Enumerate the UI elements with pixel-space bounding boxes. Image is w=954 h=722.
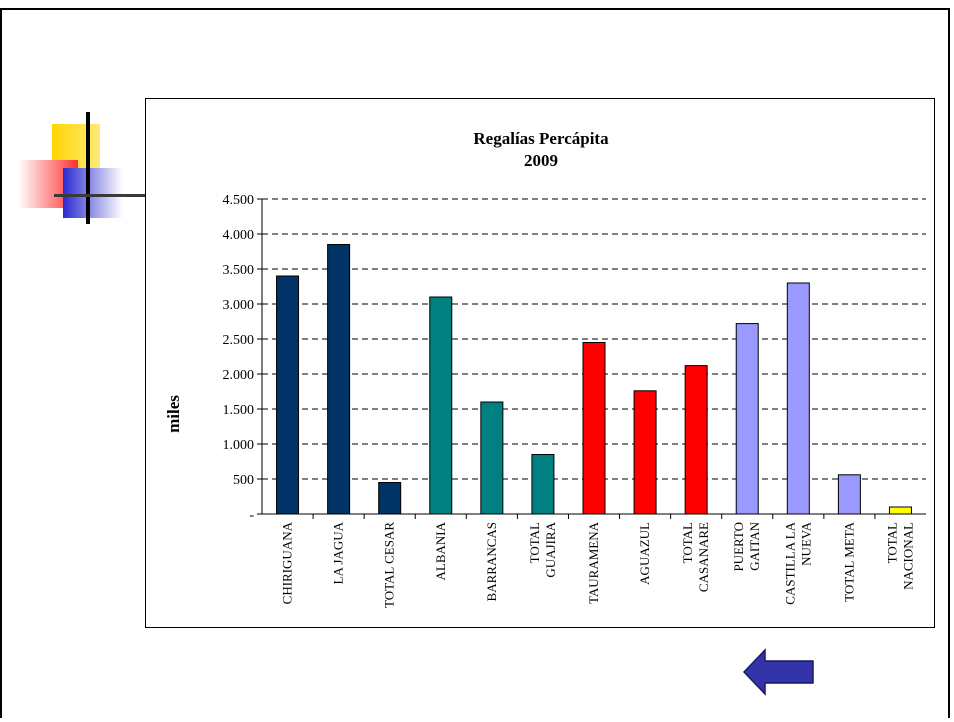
x-category-label-11: TOTAL META <box>841 521 856 601</box>
y-tick-label-8: 4.000 <box>223 228 255 243</box>
bar-10 <box>786 282 810 515</box>
y-tick-label-1: 500 <box>233 473 254 488</box>
x-category-label-7: AGUAZUL <box>637 522 652 585</box>
y-tick-label-9: 4.500 <box>223 193 255 208</box>
bar-8 <box>684 365 708 515</box>
y-tick-label-3: 1.500 <box>223 403 255 418</box>
x-category-label-4: BARRANCAS <box>484 522 499 601</box>
bar-4 <box>480 401 504 515</box>
bar-7 <box>633 390 657 515</box>
chart-title-line2: 2009 <box>524 151 558 170</box>
y-tick-label-4: 2.000 <box>223 368 255 383</box>
x-category-label-0: CHIRIGUANA <box>280 521 295 604</box>
y-tick-label-2: 1.000 <box>223 438 255 453</box>
bar-chart: - 500 1.000 1.500 2.000 2.500 3.000 3.500 4.000 4… <box>223 193 926 608</box>
x-category-label-1: LA JAGUA <box>331 521 346 584</box>
y-tick-label-6: 3.000 <box>223 298 255 313</box>
y-tick-label-7: 3.500 <box>223 263 255 278</box>
bar-12 <box>888 506 912 515</box>
chart-container: Regalías Percápita 2009 miles -500 1.000 1… <box>145 98 935 628</box>
bar-0 <box>276 275 300 515</box>
bar-9 <box>735 323 759 515</box>
chart-title-line1: Regalías Percápita <box>473 129 609 148</box>
bar-6 <box>582 342 606 515</box>
decorative-squares-logo <box>18 112 148 227</box>
x-category-label-5: TOTALGUAJIRA <box>527 521 558 577</box>
bar-5 <box>531 454 555 515</box>
bar-11 <box>837 474 861 515</box>
x-category-label-8: TOTALCASANARE <box>680 522 711 592</box>
bar-1 <box>327 244 351 515</box>
y-tick-label-0: - <box>249 508 254 523</box>
slide-frame <box>0 8 950 718</box>
x-category-label-2: TOTAL CESAR <box>382 522 397 608</box>
x-category-label-3: ALBANIA <box>433 521 448 580</box>
x-category-label-10: CASTILLA LANUEVA <box>782 521 813 604</box>
x-category-label-12: TOTALNACIONAL <box>884 522 915 590</box>
bar-3 <box>429 296 453 515</box>
y-tick-label-5: 2.500 <box>223 333 255 348</box>
left-arrow-icon[interactable] <box>743 648 815 696</box>
x-category-label-9: PUERTOGAITAN <box>731 521 762 571</box>
bar-2 <box>378 482 402 515</box>
x-category-label-6: TAURAMENA <box>586 521 601 604</box>
